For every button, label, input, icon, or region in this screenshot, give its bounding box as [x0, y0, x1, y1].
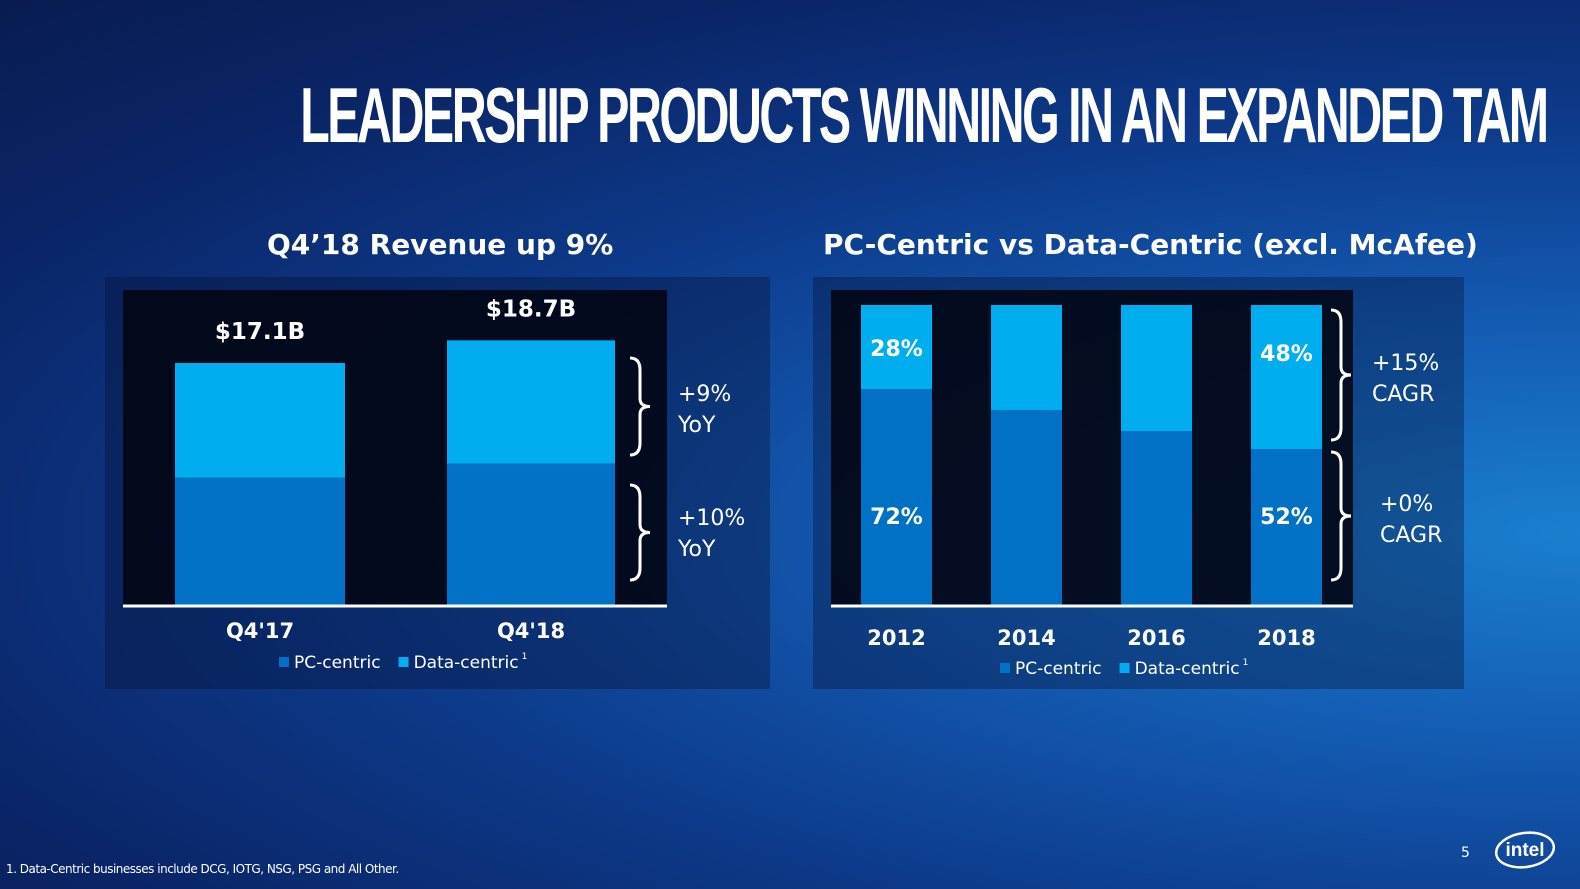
- x-tick-label: Q4'18: [497, 619, 565, 643]
- x-tick-label: 2016: [1127, 626, 1185, 650]
- legend-swatch-pc-centric: [1000, 663, 1010, 673]
- right-chart-title: PC-Centric vs Data-Centric (excl. McAfee…: [823, 228, 1478, 261]
- bar-pc-centric-2012: [861, 389, 932, 605]
- brace-data-centric: [629, 356, 651, 457]
- bar-data-centric-2012: [861, 305, 932, 389]
- bar-pc-centric-2014: [991, 410, 1062, 605]
- left-chart-title: Q4’18 Revenue up 9%: [267, 228, 614, 261]
- x-tick-label: 2012: [867, 626, 925, 650]
- legend-pc-centric: PC-centric: [294, 653, 381, 673]
- x-tick-label: 2018: [1257, 626, 1315, 650]
- svg-text:intel: intel: [1505, 840, 1544, 861]
- bar-data-centric-2014: [991, 305, 1062, 410]
- bar-data-centric-2016: [1121, 305, 1192, 431]
- bar-pc-centric-Q4'18: [447, 463, 615, 605]
- legend-superscript: 1: [522, 652, 528, 662]
- annotation-data-centric: YoY: [677, 413, 716, 438]
- annotation-data-centric: CAGR: [1372, 382, 1434, 407]
- legend-superscript: 1: [1243, 658, 1249, 668]
- annotation-pc-centric: YoY: [677, 537, 716, 562]
- bar-data-centric-Q4'18: [447, 340, 615, 464]
- bar-pc-centric-2016: [1121, 431, 1192, 605]
- brace-data-centric: [1330, 308, 1352, 442]
- bar-pc-centric-2018: [1251, 449, 1322, 605]
- bar-pc-centric-Q4'17: [175, 477, 345, 605]
- brace-pc-centric: [1330, 450, 1352, 582]
- bar-value-label: 72%: [870, 505, 923, 530]
- annotation-data-centric: +15%: [1372, 351, 1439, 376]
- bar-value-label: 48%: [1260, 342, 1313, 367]
- x-tick-label: Q4'17: [226, 619, 294, 643]
- bar-data-centric-Q4'17: [175, 363, 345, 478]
- bar-value-label: 28%: [870, 337, 923, 362]
- annotation-pc-centric: CAGR: [1380, 523, 1442, 548]
- bar-total-label: $18.7B: [486, 296, 576, 322]
- footnote: 1. Data-Centric businesses include DCG, …: [6, 862, 399, 876]
- annotation-pc-centric: +10%: [678, 506, 745, 531]
- page-number: 5: [1461, 845, 1470, 861]
- legend-swatch-data-centric: [398, 657, 409, 667]
- bar-total-label: $17.1B: [215, 319, 305, 345]
- legend-data-centric: Data-centric: [414, 653, 519, 673]
- legend-swatch-data-centric: [1119, 663, 1130, 673]
- intel-logo-icon: intel: [1494, 831, 1556, 869]
- annotation-pc-centric: +0%: [1380, 492, 1433, 517]
- bar-data-centric-2018: [1251, 305, 1322, 449]
- x-tick-label: 2014: [997, 626, 1055, 650]
- legend-data-centric: Data-centric: [1135, 659, 1240, 679]
- legend-pc-centric: PC-centric: [1015, 659, 1102, 679]
- bar-value-label: 52%: [1260, 505, 1313, 530]
- brace-pc-centric: [629, 483, 651, 582]
- legend-swatch-pc-centric: [279, 657, 289, 667]
- annotation-data-centric: +9%: [678, 382, 731, 407]
